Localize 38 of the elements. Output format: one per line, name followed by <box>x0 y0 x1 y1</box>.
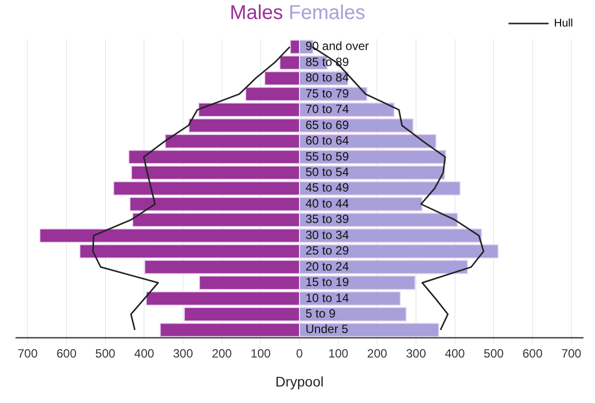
y-tick-label: 85 to 89 <box>306 54 350 69</box>
y-tick-label: 45 to 49 <box>306 180 350 195</box>
x-tick-label: 600 <box>522 346 543 360</box>
y-tick-label: 20 to 24 <box>306 259 350 274</box>
x-axis-title: Drypool <box>275 373 324 390</box>
x-tick-label: 500 <box>95 346 116 360</box>
x-tick-label: 700 <box>561 346 582 360</box>
x-tick-label: 500 <box>484 346 504 360</box>
y-tick-label: 25 to 29 <box>306 244 350 258</box>
y-tick-label: 5 to 9 <box>306 306 336 321</box>
x-tick-label: 200 <box>367 346 388 360</box>
y-tick-label: 15 to 19 <box>306 275 350 290</box>
legend-label: Hull <box>554 18 574 30</box>
x-tick-label: 700 <box>18 346 38 360</box>
x-tick-label: 600 <box>56 346 77 360</box>
y-tick-label: Under 5 <box>306 322 349 336</box>
series-label: Males <box>230 2 284 24</box>
y-tick-label: 55 to 59 <box>306 149 350 164</box>
x-tick-label: 100 <box>250 346 271 360</box>
y-tick-label: 50 to 54 <box>306 164 350 179</box>
x-tick-label: 100 <box>328 346 349 360</box>
y-tick-label: 75 to 79 <box>306 86 350 100</box>
y-tick-label: 90 and over <box>306 39 369 54</box>
x-tick-label: 0 <box>296 346 304 360</box>
y-tick-label: 40 to 44 <box>306 196 350 210</box>
y-tick-label: 30 to 34 <box>306 228 350 242</box>
y-tick-label: 65 to 69 <box>306 118 350 132</box>
y-tick-label: 60 to 64 <box>306 134 350 148</box>
series-label: Females <box>283 2 366 24</box>
x-tick-label: 200 <box>212 346 232 360</box>
x-tick-label: 400 <box>444 346 466 360</box>
x-tick-label: 300 <box>172 346 194 360</box>
y-tick-label: 10 to 14 <box>306 290 350 305</box>
x-tick-label: 300 <box>406 346 426 360</box>
x-tick-label: 400 <box>134 346 154 360</box>
y-tick-label: 70 to 74 <box>306 102 350 116</box>
y-tick-label: 80 to 84 <box>306 70 350 85</box>
y-tick-label: 35 to 39 <box>306 212 350 226</box>
